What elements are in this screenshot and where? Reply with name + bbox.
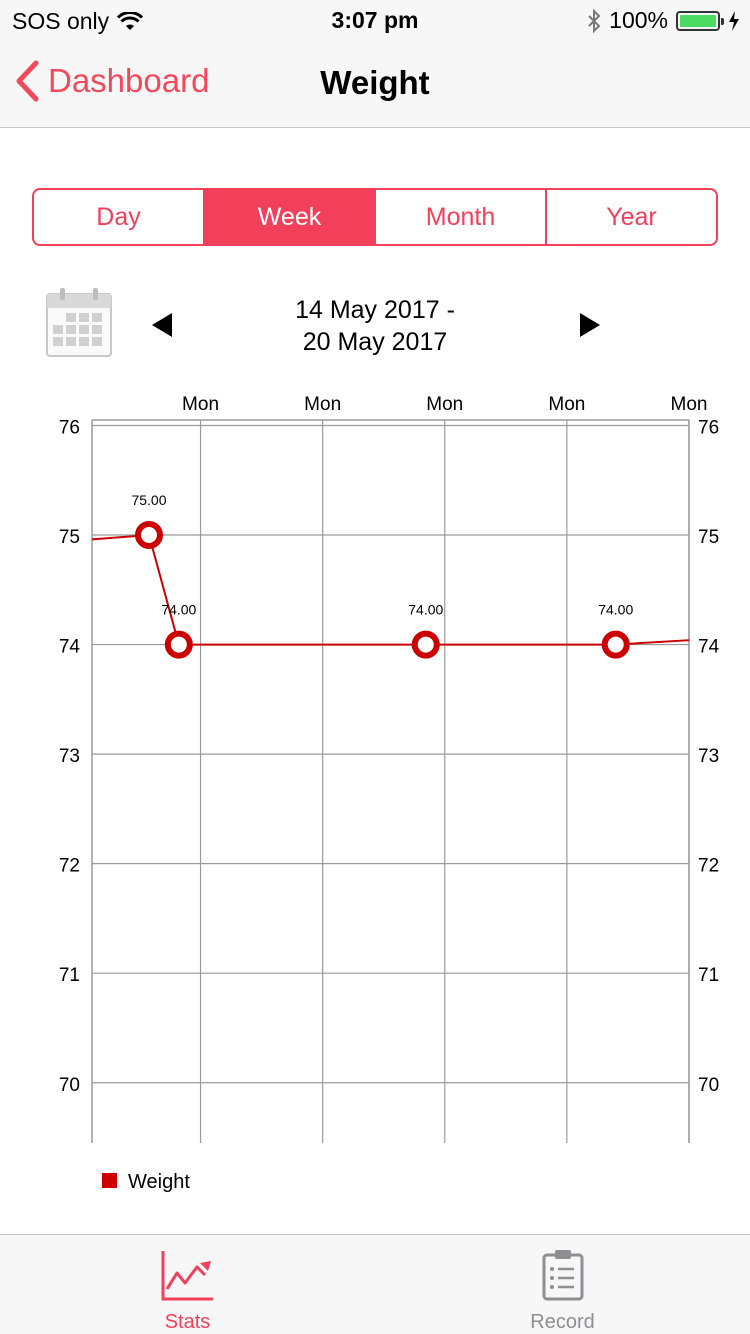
segment-year-label: Year: [606, 202, 657, 231]
y-tick-label-right: 76: [698, 417, 719, 438]
tab-record[interactable]: Record: [375, 1235, 750, 1334]
segment-month-label: Month: [425, 202, 496, 231]
y-tick-label-left: 72: [59, 856, 80, 877]
segment-day-label: Day: [96, 202, 141, 231]
wifi-icon: [117, 11, 144, 30]
status-bar: SOS only 3:07 pm 100%: [0, 0, 750, 40]
calendar-icon[interactable]: [46, 286, 112, 358]
y-tick-label-right: 74: [698, 637, 720, 658]
date-range: 14 May 2017 - 20 May 2017: [225, 294, 525, 358]
y-tick-label-right: 73: [698, 746, 719, 767]
y-tick-label-left: 71: [59, 965, 80, 986]
y-tick-label-left: 74: [59, 637, 81, 658]
battery-percent: 100%: [609, 7, 668, 33]
weight-data-point[interactable]: [601, 630, 630, 659]
back-button[interactable]: Dashboard: [14, 60, 209, 102]
page-title: Weight: [320, 64, 430, 101]
segment-week-label: Week: [257, 202, 322, 231]
y-tick-label-right: 70: [698, 1075, 719, 1096]
period-segmented-control: Day Week Month Year: [32, 188, 718, 246]
data-point-label: 74.00: [408, 602, 443, 618]
y-tick-label-left: 73: [59, 746, 80, 767]
weight-data-point[interactable]: [164, 630, 193, 659]
weight-series-line: [91, 533, 690, 646]
legend-label: Weight: [128, 1171, 190, 1193]
data-point-label: 74.00: [598, 602, 633, 618]
x-tick-label: Mon: [671, 394, 708, 415]
stats-chart-icon: [161, 1251, 213, 1301]
chart-grid: [91, 419, 690, 1143]
data-point-label: 74.00: [161, 602, 196, 618]
y-tick-label-right: 75: [698, 527, 719, 548]
chevron-left-icon: [16, 60, 39, 102]
chart-series: 75.00 74.00 74.00 74.00: [91, 492, 690, 659]
segment-day[interactable]: Day: [34, 190, 205, 244]
weight-data-point[interactable]: [134, 521, 163, 550]
next-week-button[interactable]: [574, 310, 604, 340]
status-time: 3:07 pm: [331, 7, 419, 33]
y-tick-label-right: 71: [698, 965, 719, 986]
tab-bar: Stats Record: [0, 1234, 750, 1334]
weight-data-point[interactable]: [411, 630, 440, 659]
legend-swatch: [102, 1173, 117, 1188]
tab-record-label: Record: [530, 1311, 595, 1333]
y-tick-label-right: 72: [698, 856, 719, 877]
x-tick-label: Mon: [304, 394, 341, 415]
carrier-text: SOS only: [12, 8, 110, 34]
status-right: 100%: [587, 7, 740, 34]
segment-month[interactable]: Month: [376, 190, 547, 244]
data-point-label: 75.00: [131, 492, 166, 508]
y-tick-label-left: 76: [59, 417, 80, 438]
tab-stats-label: Stats: [164, 1311, 211, 1333]
y-tick-label-left: 75: [59, 527, 80, 548]
date-range-end: 20 May 2017: [302, 328, 448, 356]
x-tick-label: Mon: [548, 394, 585, 415]
chart-legend: Weight: [102, 1171, 190, 1193]
segment-week[interactable]: Week: [205, 190, 376, 244]
charging-icon: [729, 10, 739, 31]
navigation-bar: Dashboard Weight: [0, 40, 750, 128]
previous-week-button[interactable]: [148, 310, 178, 340]
battery-icon: [676, 10, 724, 31]
y-tick-label-left: 70: [59, 1075, 80, 1096]
status-left: SOS only: [12, 8, 144, 35]
x-tick-label: Mon: [182, 394, 219, 415]
segment-year[interactable]: Year: [547, 190, 716, 244]
date-range-start: 14 May 2017 -: [295, 296, 455, 324]
bluetooth-icon: [588, 8, 601, 33]
back-button-label: Dashboard: [48, 62, 210, 99]
tab-stats[interactable]: Stats: [0, 1235, 375, 1334]
clipboard-icon: [542, 1250, 583, 1301]
x-tick-label: Mon: [426, 394, 463, 415]
